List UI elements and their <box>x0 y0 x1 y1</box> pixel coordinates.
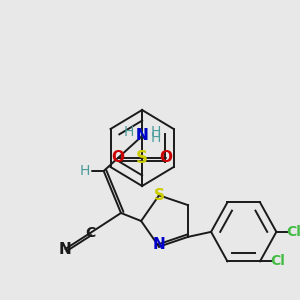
Text: N: N <box>59 242 72 256</box>
Text: O: O <box>160 151 172 166</box>
Text: S: S <box>136 149 148 167</box>
Text: C: C <box>85 226 95 240</box>
Text: H: H <box>79 164 90 178</box>
Text: S: S <box>154 188 164 203</box>
Text: O: O <box>112 151 124 166</box>
Text: Cl: Cl <box>270 254 285 268</box>
Text: H: H <box>150 131 161 145</box>
Text: H: H <box>124 125 134 139</box>
Text: N: N <box>136 128 148 143</box>
Text: N: N <box>153 237 165 252</box>
Text: H: H <box>150 125 161 139</box>
Text: Cl: Cl <box>286 225 300 239</box>
Text: N: N <box>136 128 148 143</box>
